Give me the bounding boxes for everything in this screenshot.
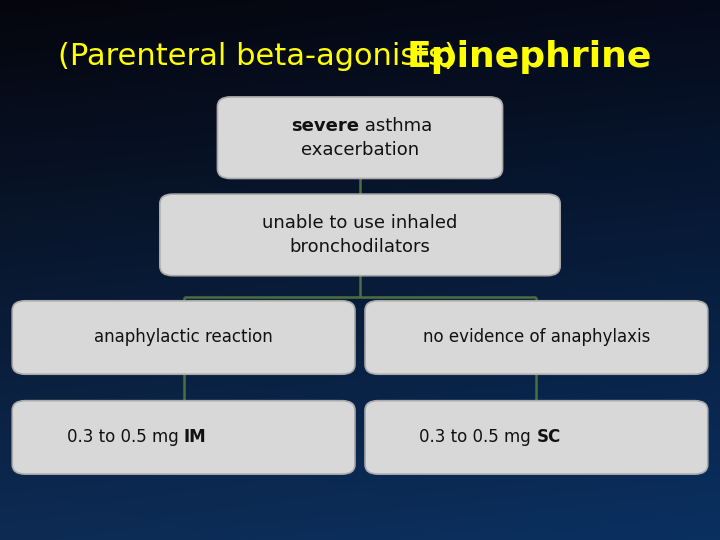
Text: IM: IM (184, 428, 206, 447)
Text: severe: severe (292, 117, 359, 135)
FancyBboxPatch shape (365, 301, 708, 374)
Text: bronchodilators: bronchodilators (289, 238, 431, 256)
Text: Epinephrine: Epinephrine (407, 40, 652, 73)
FancyBboxPatch shape (160, 194, 560, 275)
Text: no evidence of anaphylaxis: no evidence of anaphylaxis (423, 328, 650, 347)
FancyBboxPatch shape (365, 401, 708, 474)
Text: 0.3 to 0.5 mg: 0.3 to 0.5 mg (66, 428, 184, 447)
Text: 0.3 to 0.5 mg: 0.3 to 0.5 mg (419, 428, 536, 447)
Text: asthma: asthma (359, 117, 433, 135)
FancyBboxPatch shape (217, 97, 503, 178)
Text: unable to use inhaled: unable to use inhaled (262, 214, 458, 232)
Text: anaphylactic reaction: anaphylactic reaction (94, 328, 273, 347)
FancyBboxPatch shape (12, 401, 355, 474)
Text: SC: SC (536, 428, 561, 447)
Text: (Parenteral beta-agonists): (Parenteral beta-agonists) (58, 42, 465, 71)
Text: exacerbation: exacerbation (301, 140, 419, 159)
FancyBboxPatch shape (12, 301, 355, 374)
